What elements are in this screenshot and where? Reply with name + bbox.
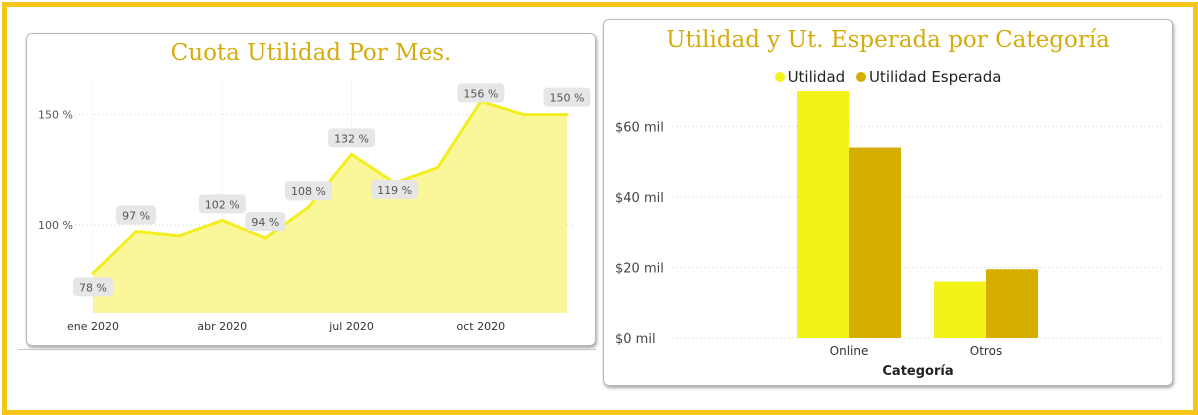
data-point: [565, 113, 569, 117]
series-line: [91, 99, 567, 275]
legend-item-utilidad-esperada[interactable]: Utilidad Esperada: [855, 68, 1002, 86]
data-point: [522, 113, 526, 117]
y-tick-label: 150 %: [38, 109, 73, 122]
data-label: 150 %: [550, 92, 585, 105]
profit-by-category-card[interactable]: Utilidad y Ut. Esperada por Categoría Ut…: [603, 19, 1173, 386]
data-label: 156 %: [463, 87, 498, 100]
data-point: [263, 236, 267, 240]
data-label-bg: [116, 205, 157, 225]
data-point: [220, 218, 224, 222]
area-fill: [93, 101, 567, 313]
data-label: 132 %: [334, 132, 369, 145]
x-tick-label: ene 2020: [67, 320, 119, 333]
data-label-bg: [543, 87, 591, 107]
data-label-bg: [328, 128, 376, 148]
data-label-bg: [245, 212, 286, 232]
data-label-bg: [73, 277, 113, 297]
x-tick-label: oct 2020: [457, 320, 506, 333]
legend-label: Utilidad Esperada: [868, 68, 1002, 86]
bar-online-utilidad: [797, 91, 849, 338]
bar-otros-utilidad-esperada: [986, 269, 1038, 338]
chart-title: Cuota Utilidad Por Mes.: [170, 40, 452, 66]
data-label-bg: [371, 179, 419, 199]
data-point: [177, 234, 181, 238]
data-point: [436, 166, 440, 170]
data-label: 94 %: [251, 216, 279, 229]
x-tick-label: jul 2020: [328, 320, 374, 333]
data-label: 102 %: [205, 198, 240, 211]
data-point: [350, 152, 354, 156]
y-tick-label: $40 mil: [615, 191, 664, 206]
legend-swatch-utilidad-esperada: [855, 72, 866, 82]
x-axis-title: Categoría: [882, 364, 953, 379]
data-point: [91, 271, 95, 275]
data-label: 119 %: [377, 184, 412, 197]
data-label: 97 %: [122, 209, 150, 222]
data-label-bg: [457, 83, 505, 103]
bar-online-utilidad-esperada: [849, 147, 901, 338]
legend-item-utilidad[interactable]: Utilidad: [774, 68, 846, 86]
data-label: 78 %: [79, 281, 107, 294]
data-label-bg: [284, 181, 332, 201]
data-point: [134, 229, 138, 233]
data-label-bg: [198, 194, 246, 214]
data-point: [306, 205, 310, 209]
profit-by-category-chart: $0 mil $20 mil $40 mil $60 mil Online Otros Ca…: [615, 91, 1164, 379]
legend: Utilidad Utilidad Esperada: [604, 68, 1172, 86]
legend-label: Utilidad: [787, 68, 846, 86]
x-tick-label: Otros: [970, 344, 1002, 358]
profit-quota-card[interactable]: Cuota Utilidad Por Mes. 100 % 150 % ene 20…: [26, 33, 596, 346]
y-tick-label: $0 mil: [615, 332, 656, 347]
divider: [18, 349, 596, 350]
x-tick-label: Online: [830, 344, 869, 358]
y-tick-label: $20 mil: [615, 261, 664, 276]
chart-title: Utilidad y Ut. Esperada por Categoría: [666, 27, 1110, 53]
x-tick-label: abr 2020: [197, 320, 247, 333]
y-tick-label: 100 %: [38, 219, 73, 232]
data-label: 108 %: [291, 185, 326, 198]
legend-swatch-utilidad: [774, 72, 785, 82]
bar-otros-utilidad: [934, 281, 986, 338]
profit-quota-chart: 100 % 150 % ene 2020 abr 2020 jul 2020 oct 20…: [38, 82, 591, 333]
y-tick-label: $60 mil: [615, 120, 664, 135]
